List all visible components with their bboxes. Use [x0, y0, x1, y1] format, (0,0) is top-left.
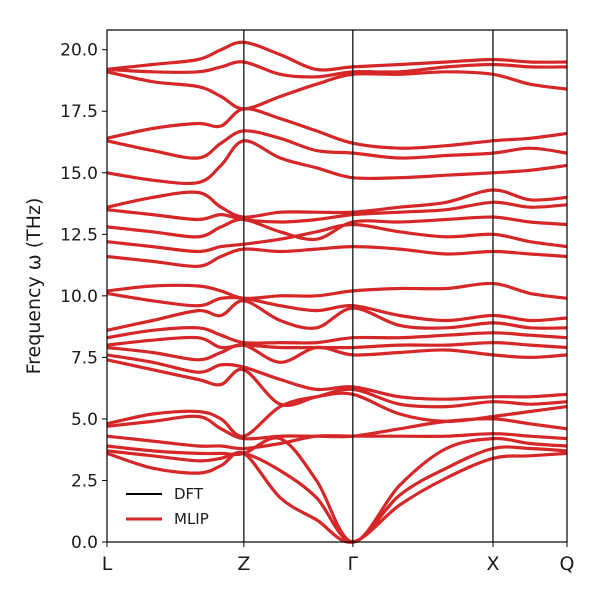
- dft-band-21: [106, 107, 568, 150]
- y-tick-label: 12.5: [60, 225, 98, 245]
- mlip-band-10: [106, 326, 568, 345]
- y-tick-label: 7.5: [71, 348, 98, 368]
- x-tick-label: X: [486, 553, 499, 575]
- x-tick-label: Z: [237, 553, 250, 575]
- mlip-band-20: [106, 129, 568, 160]
- y-tick-label: 15.0: [60, 164, 98, 184]
- y-tick-label: 5.0: [71, 410, 98, 430]
- mlip-bands: [106, 40, 568, 544]
- mlip-band-19: [106, 139, 568, 186]
- y-axis-ticks: 0.0 2.5 5.0 7.5 10.0 12.5 15.0 17.5 20.0: [60, 41, 107, 553]
- plot-frame: [106, 29, 568, 543]
- x-tick-label: Q: [560, 553, 575, 575]
- mlip-band-5: [106, 391, 568, 438]
- y-tick-label: 0.0: [71, 533, 98, 553]
- y-tick-label: 10.0: [60, 287, 98, 307]
- mlip-band-4: [106, 414, 568, 441]
- mlip-band-21: [106, 107, 568, 150]
- x-tick-label: L: [102, 553, 113, 575]
- x-tick-label: Γ: [348, 553, 359, 575]
- dft-band-19: [106, 139, 568, 185]
- y-tick-label: 20.0: [60, 41, 98, 61]
- mlip-band-22: [106, 70, 568, 111]
- legend: DFT MLIP: [126, 485, 209, 528]
- y-tick-label: 17.5: [60, 102, 98, 122]
- y-axis-label: Frequency ω (THz): [23, 198, 45, 375]
- legend-label-mlip: MLIP: [174, 510, 209, 528]
- y-tick-label: 2.5: [71, 471, 98, 491]
- mlip-band-13: [106, 281, 568, 301]
- legend-label-dft: DFT: [174, 485, 204, 503]
- high-symmetry-lines: [243, 30, 494, 542]
